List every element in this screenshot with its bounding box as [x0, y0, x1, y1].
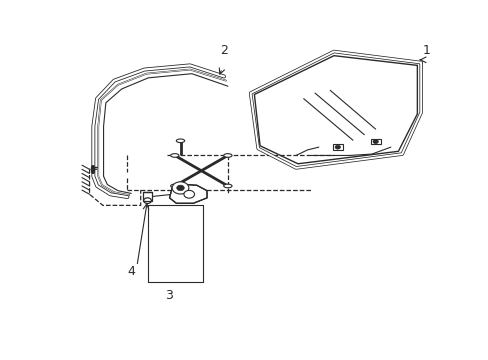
Text: 3: 3 [165, 289, 173, 302]
Text: 1: 1 [422, 44, 430, 57]
Circle shape [176, 185, 184, 191]
Ellipse shape [170, 184, 179, 188]
Ellipse shape [170, 154, 179, 157]
Text: 4: 4 [127, 265, 135, 278]
Bar [370, 139, 380, 144]
Polygon shape [169, 184, 206, 203]
Circle shape [183, 190, 194, 198]
Ellipse shape [176, 139, 184, 143]
Ellipse shape [223, 154, 232, 157]
Circle shape [172, 182, 188, 194]
Circle shape [372, 140, 378, 144]
Circle shape [334, 145, 340, 149]
Text: 2: 2 [220, 44, 227, 57]
Ellipse shape [223, 184, 232, 188]
Bar [142, 192, 152, 201]
Bar [332, 144, 342, 150]
